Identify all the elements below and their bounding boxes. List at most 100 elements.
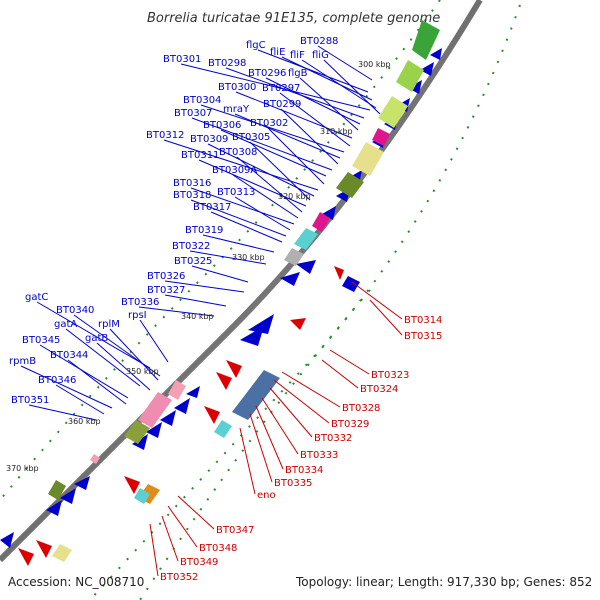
gene-label-bt0309a[interactable]: BT0309A [212,165,257,176]
gene-label-bt0336[interactable]: BT0336 [121,297,159,308]
gene-label-bt0306[interactable]: BT0306 [203,120,241,131]
gene-label-bt0316[interactable]: BT0316 [173,178,211,189]
gene-arrow[interactable] [186,386,200,398]
gene-label-bt0344[interactable]: BT0344 [50,350,88,361]
gene-label-bt0351[interactable]: BT0351 [11,395,49,406]
gene-label-bt0349[interactable]: BT0349 [180,557,218,568]
gene-arrow[interactable] [36,540,52,558]
gene-label-bt0311[interactable]: BT0311 [181,150,219,161]
gene-label-mray[interactable]: mraY [223,104,250,115]
leader-line [200,104,345,153]
reverse-color-blocks [52,276,360,562]
gene-label-flig[interactable]: fliG [312,50,329,61]
leader-line [267,127,325,185]
gene-label-bt0346[interactable]: BT0346 [38,375,76,386]
gene-arrow[interactable] [160,410,176,426]
gene-label-flie[interactable]: fliE [270,47,285,58]
gene-arrow[interactable] [18,548,34,566]
gene-label-bt0323[interactable]: BT0323 [371,370,409,381]
leader-line [139,319,169,363]
gene-label-bt0326[interactable]: BT0326 [147,271,185,282]
gene-label-rpsi[interactable]: rpsI [128,310,147,321]
gene-label-bt0288[interactable]: BT0288 [300,36,338,47]
gene-arrow[interactable] [132,434,148,450]
gene-arrow[interactable] [322,206,336,220]
gene-arrow[interactable] [248,314,274,334]
gene-label-gatc[interactable]: gatC [25,292,48,303]
gene-label-bt0340[interactable]: BT0340 [56,305,94,316]
gene-arrow[interactable] [296,260,316,274]
gene-label-bt0345[interactable]: BT0345 [22,335,60,346]
gene-arrow[interactable] [430,48,442,60]
forward-strand-genes [0,48,442,548]
gene-label-bt0300[interactable]: BT0300 [218,82,256,93]
lower-dotted-ring [139,289,371,600]
gene-label-bt0307[interactable]: BT0307 [174,108,212,119]
gene-label-bt0297[interactable]: BT0297 [262,83,300,94]
gene-label-rpmb[interactable]: rpmB [9,356,36,367]
gene-label-bt0347[interactable]: BT0347 [216,525,254,536]
gene-label-bt0325[interactable]: BT0325 [174,256,212,267]
gene-label-flgb[interactable]: flgB [288,68,308,79]
gene-label-bt0304[interactable]: BT0304 [183,95,221,106]
gene-label-bt0302[interactable]: BT0302 [250,118,288,129]
leader-line [234,113,341,159]
leader-line [255,405,284,470]
gene-label-bt0348[interactable]: BT0348 [199,543,237,554]
gene-arrow[interactable] [124,476,140,494]
leader-line [190,187,295,225]
gene-label-eno[interactable]: eno [257,490,276,501]
gene-label-bt0315[interactable]: BT0315 [404,331,442,342]
gene-arrow[interactable] [216,372,232,390]
gene-arrow[interactable] [280,272,300,286]
gene-arrow[interactable] [46,500,62,516]
gene-arrow[interactable] [334,266,344,280]
gene-label-bt0328[interactable]: BT0328 [342,403,380,414]
gene-label-bt0301[interactable]: BT0301 [163,54,201,65]
gene-label-gata[interactable]: gatA [54,319,77,330]
genome-summary: Topology: linear; Length: 917,330 bp; Ge… [295,575,592,589]
gene-arrow[interactable] [74,476,90,490]
gene-arrow[interactable] [146,422,162,438]
gene-arrow[interactable] [420,62,434,76]
reverse-gene-labels: BT0314 BT0315 BT0323 BT0324 BT0328 BT0329 BT03… [160,315,442,583]
gene-label-bt0317[interactable]: BT0317 [193,202,231,213]
gene-label-bt0314[interactable]: BT0314 [404,315,442,326]
gene-label-bt0313[interactable]: BT0313 [217,187,255,198]
gene-label-bt0296[interactable]: BT0296 [248,68,286,79]
leader-line [249,141,311,201]
gene-label-bt0298[interactable]: BT0298 [208,58,246,69]
gene-label-bt0312[interactable]: BT0312 [146,130,184,141]
gene-label-bt0333[interactable]: BT0333 [300,450,338,461]
gene-arrow[interactable] [290,318,306,330]
gene-label-bt0319[interactable]: BT0319 [185,225,223,236]
gene-label-bt0334[interactable]: BT0334 [285,465,323,476]
leader-line [67,359,127,405]
gene-arrow[interactable] [0,532,14,548]
gene-label-bt0308[interactable]: BT0308 [219,147,257,158]
gene-label-bt0309[interactable]: BT0309 [190,134,228,145]
gene-label-rplm[interactable]: rplM [98,319,120,330]
gene-arrow[interactable] [240,326,264,346]
gene-label-bt0322[interactable]: BT0322 [172,241,210,252]
gene-label-flif[interactable]: fliF [290,50,305,61]
gene-label-gatb[interactable]: gatB [85,333,108,344]
gene-arrow[interactable] [174,398,190,414]
gene-label-flgc[interactable]: flgC [246,40,266,51]
gene-label-bt0335[interactable]: BT0335 [274,478,312,489]
gene-arrow[interactable] [204,406,220,424]
gene-label-bt0299[interactable]: BT0299 [263,99,301,110]
gene-arrow[interactable] [226,360,242,378]
gene-label-bt0324[interactable]: BT0324 [360,384,398,395]
leader-line [351,281,403,320]
gene-label-bt0305[interactable]: BT0305 [232,132,270,143]
gene-label-bt0332[interactable]: BT0332 [314,433,352,444]
leader-line [273,379,330,424]
leader-line [180,63,371,111]
gene-arrow[interactable] [60,488,76,504]
gene-arrow[interactable] [408,80,422,94]
gene-label-bt0329[interactable]: BT0329 [331,419,369,430]
gene-label-bt0352[interactable]: BT0352 [160,572,198,583]
gene-label-bt0327[interactable]: BT0327 [147,285,185,296]
gene-label-bt0318[interactable]: BT0318 [173,190,211,201]
